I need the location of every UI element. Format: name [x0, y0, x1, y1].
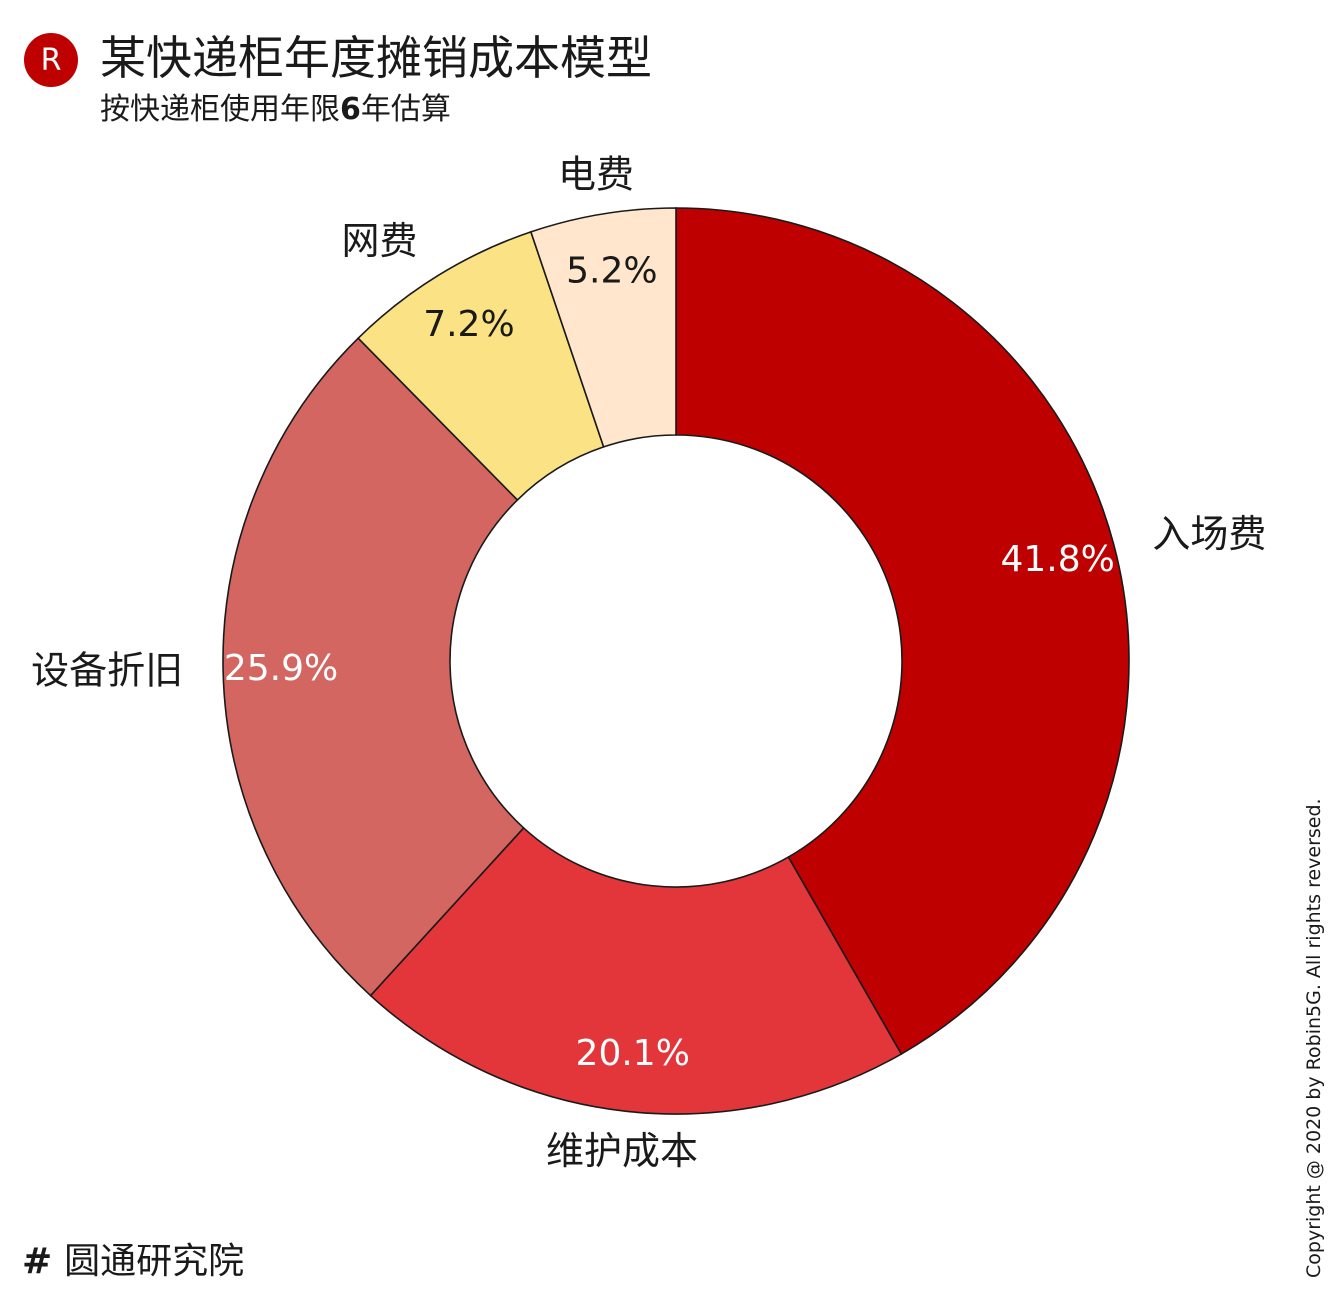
donut-slice-5 — [529, 207, 677, 448]
slice-category-label-3: 设备折旧 — [31, 648, 183, 692]
donut-slice-2 — [369, 826, 903, 1115]
hash-icon: # — [22, 1241, 53, 1282]
brand-logo-icon: R — [24, 33, 78, 87]
slice-category-label-2: 维护成本 — [546, 1129, 698, 1173]
donut-slice-1 — [675, 207, 1130, 1056]
footer: # 圆通研究院 — [22, 1238, 244, 1286]
donut-slice-3 — [222, 337, 525, 997]
slice-value-label-1: 41.8% — [1001, 539, 1115, 580]
slice-category-label-1: 入场费 — [1152, 512, 1266, 556]
copyright-notice: Copyright @ 2020 by Robin5G. All rights … — [1303, 798, 1325, 1278]
slice-value-label-3: 25.9% — [224, 648, 338, 689]
slice-value-label-4: 7.2% — [423, 304, 514, 345]
subtitle-years: 6 — [340, 92, 361, 127]
slice-category-label-4: 网费 — [342, 219, 418, 263]
slice-category-label-5: 电费 — [558, 153, 634, 197]
subtitle-prefix: 按快递柜使用年限 — [100, 92, 340, 127]
slice-value-label-2: 20.1% — [576, 1033, 690, 1074]
subtitle-suffix: 年估算 — [360, 92, 451, 127]
chart-title: 某快递柜年度摊销成本模型 — [100, 31, 652, 85]
footer-label: 圆通研究院 — [64, 1241, 245, 1282]
chart-subtitle: 按快递柜使用年限6年估算 — [100, 90, 451, 130]
slice-value-label-5: 5.2% — [566, 251, 657, 292]
